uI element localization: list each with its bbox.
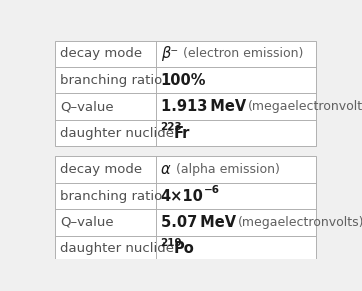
Text: (electron emission): (electron emission): [179, 47, 303, 60]
Bar: [55, 156, 316, 262]
Text: decay mode: decay mode: [60, 47, 142, 60]
Text: α: α: [161, 162, 170, 177]
Text: Po: Po: [174, 242, 194, 256]
Text: daughter nuclide: daughter nuclide: [60, 242, 174, 255]
Text: 223: 223: [161, 122, 182, 132]
Bar: [55, 40, 316, 146]
Text: 1.913 MeV: 1.913 MeV: [161, 99, 246, 114]
Text: 100%: 100%: [161, 73, 206, 88]
Text: (alpha emission): (alpha emission): [172, 163, 279, 176]
Text: decay mode: decay mode: [60, 163, 142, 176]
Text: 5.07 MeV: 5.07 MeV: [161, 215, 236, 230]
Text: 4×10: 4×10: [161, 189, 203, 203]
Text: Q–value: Q–value: [60, 100, 114, 113]
Text: Q–value: Q–value: [60, 216, 114, 229]
Text: β⁻: β⁻: [161, 46, 178, 61]
Text: −6: −6: [204, 185, 220, 195]
Text: daughter nuclide: daughter nuclide: [60, 127, 174, 140]
Text: (megaelectronvolts): (megaelectronvolts): [238, 216, 362, 229]
Text: branching ratio: branching ratio: [60, 189, 163, 203]
Text: 219: 219: [161, 238, 182, 248]
Text: Fr: Fr: [174, 125, 190, 141]
Text: branching ratio: branching ratio: [60, 74, 163, 87]
Text: (megaelectronvolts): (megaelectronvolts): [248, 100, 362, 113]
